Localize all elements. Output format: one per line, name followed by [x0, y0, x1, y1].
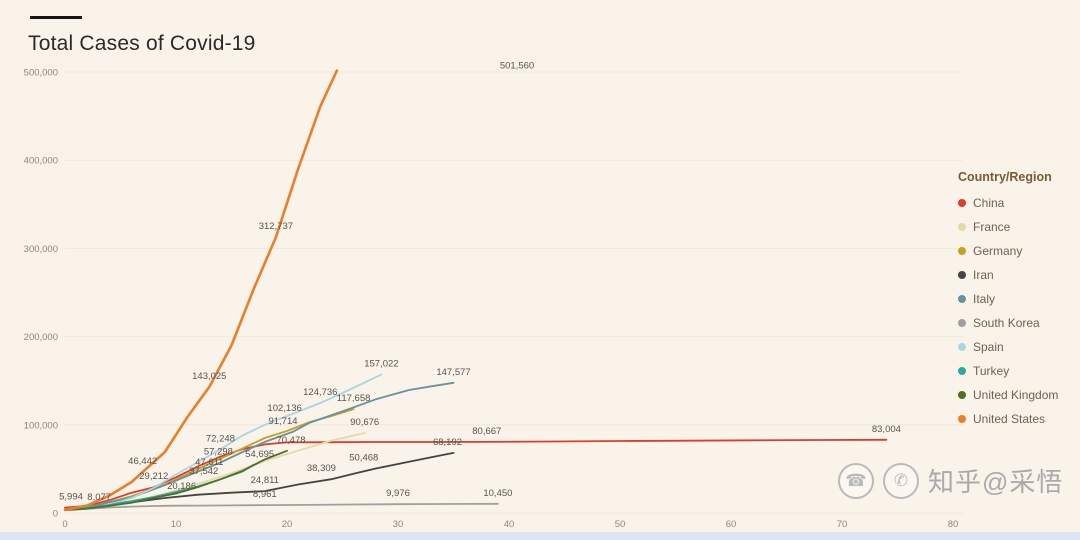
- line-united-states[interactable]: [63, 69, 339, 512]
- legend-label: Turkey: [973, 364, 1010, 378]
- legend: Country/Region China France Germany Iran Ita…: [958, 170, 1080, 431]
- line-united-kingdom[interactable]: [64, 449, 288, 512]
- legend-item-iran[interactable]: Iran: [958, 263, 1080, 287]
- data-label: 54,695: [245, 449, 274, 460]
- data-label: 147,577: [436, 367, 470, 378]
- legend-item-china[interactable]: China: [958, 191, 1080, 215]
- x-axis-tick-label: 40: [504, 519, 515, 530]
- data-label: 20,186: [167, 481, 196, 492]
- x-axis-tick-label: 70: [837, 519, 848, 530]
- data-label: 24,811: [251, 475, 279, 486]
- data-label: 91,714: [268, 416, 297, 427]
- legend-label: France: [973, 220, 1011, 234]
- data-label: 10,450: [483, 488, 512, 499]
- x-axis-tick-label: 80: [948, 519, 959, 530]
- legend-items: China France Germany Iran Italy South Korea Sp…: [958, 191, 1080, 431]
- legend-label: United Kingdom: [973, 388, 1059, 402]
- legend-item-germany[interactable]: Germany: [958, 239, 1080, 263]
- data-label: 90,676: [350, 417, 379, 428]
- data-label: 312,737: [259, 221, 293, 232]
- legend-label: Italy: [973, 292, 996, 306]
- data-label: 47,611: [195, 457, 223, 468]
- data-label: 8,961: [253, 489, 277, 500]
- legend-item-south-korea[interactable]: South Korea: [958, 311, 1080, 335]
- x-axis-tick-label: 10: [171, 519, 182, 530]
- watermark-text: 知乎@采悟: [928, 467, 1064, 497]
- y-axis-tick-label: 0: [53, 509, 58, 520]
- legend-label: Spain: [973, 340, 1004, 354]
- legend-label: South Korea: [973, 316, 1040, 330]
- legend-item-italy[interactable]: Italy: [958, 287, 1080, 311]
- data-label: 143,025: [192, 371, 226, 382]
- legend-swatch: [958, 367, 966, 375]
- y-axis-tick-label: 300,000: [24, 244, 58, 255]
- legend-item-united-kingdom[interactable]: United Kingdom: [958, 383, 1080, 407]
- data-label: 29,212: [139, 471, 168, 482]
- page-title: Total Cases of Covid-19: [28, 32, 256, 55]
- legend-item-united-states[interactable]: United States: [958, 407, 1080, 431]
- data-label: 102,136: [267, 403, 301, 414]
- x-axis-tick-label: 60: [726, 519, 737, 530]
- y-axis-tick-label: 100,000: [24, 420, 58, 431]
- legend-swatch: [958, 343, 966, 351]
- data-label: 46,442: [128, 456, 157, 467]
- data-label: 80,667: [472, 426, 501, 437]
- line-china[interactable]: [64, 438, 888, 509]
- y-axis-tick-label: 500,000: [24, 68, 58, 79]
- legend-swatch: [958, 199, 966, 207]
- legend-swatch: [958, 295, 966, 303]
- call-icon: ✆: [883, 462, 919, 499]
- data-label: 9,976: [386, 488, 410, 499]
- legend-swatch: [958, 319, 966, 327]
- line-spain[interactable]: [64, 373, 383, 512]
- legend-label: Germany: [973, 244, 1023, 258]
- title-accent-bar: [30, 16, 82, 19]
- legend-swatch: [958, 271, 966, 279]
- legend-item-spain[interactable]: Spain: [958, 335, 1080, 359]
- data-label: 38,309: [307, 463, 336, 474]
- data-label: 83,004: [872, 424, 901, 435]
- data-label: 157,022: [364, 359, 398, 370]
- legend-swatch: [958, 415, 966, 423]
- data-label: 68,192: [433, 437, 462, 448]
- legend-label: China: [973, 196, 1005, 210]
- legend-item-france[interactable]: France: [958, 215, 1080, 239]
- line-south-korea[interactable]: [64, 502, 499, 512]
- y-axis-tick-label: 400,000: [24, 156, 58, 167]
- x-axis-tick-label: 0: [62, 519, 67, 530]
- x-axis-tick-label: 20: [282, 519, 293, 530]
- data-label: 37,542: [189, 466, 218, 477]
- x-axis-tick-label: 30: [393, 519, 404, 530]
- page-bottom-strip: [0, 532, 1080, 540]
- data-label: 5,994: [59, 492, 83, 503]
- legend-swatch: [958, 247, 966, 255]
- data-label: 8,077: [87, 492, 111, 503]
- legend-label: Iran: [973, 268, 994, 282]
- data-label: 72,248: [206, 433, 235, 444]
- data-label: 501,560: [500, 61, 534, 72]
- watermark: ☎ ✆ 知乎@采悟: [838, 462, 1063, 499]
- x-axis-tick-label: 50: [615, 519, 626, 530]
- data-label: 50,468: [349, 453, 378, 464]
- data-label: 117,658: [337, 393, 371, 404]
- legend-swatch: [958, 223, 966, 231]
- data-label: 124,736: [303, 387, 337, 398]
- phone-icon: ☎: [838, 462, 874, 499]
- data-label: 57,298: [204, 447, 233, 458]
- y-axis-tick-label: 200,000: [24, 332, 58, 343]
- legend-title: Country/Region: [958, 170, 1052, 184]
- legend-label: United States: [973, 412, 1046, 426]
- legend-swatch: [958, 391, 966, 399]
- data-label: 70,478: [276, 435, 305, 446]
- legend-item-turkey[interactable]: Turkey: [958, 359, 1080, 383]
